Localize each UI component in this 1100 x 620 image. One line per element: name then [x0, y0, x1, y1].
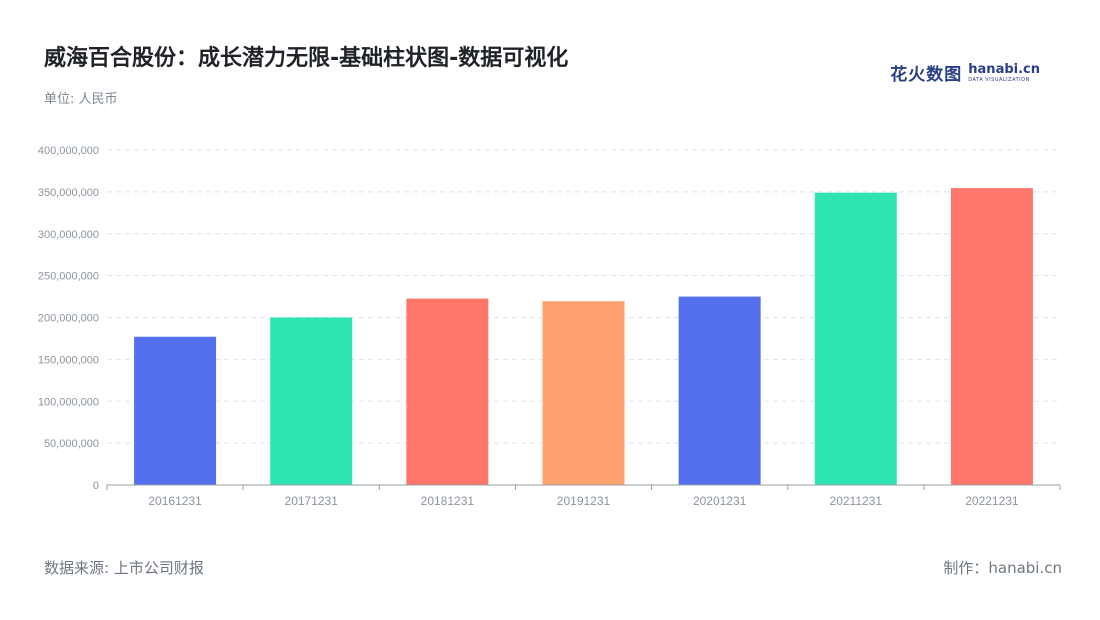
x-tick-label: 20211231 — [830, 494, 883, 508]
x-tick-label: 20191231 — [557, 494, 611, 508]
bar-20221231 — [950, 188, 1033, 485]
y-tick-label: 150,000,000 — [38, 354, 99, 366]
y-tick-label: 0 — [93, 480, 99, 492]
y-tick-label: 100,000,000 — [38, 396, 99, 408]
x-axis-ticks: 20161231 20171231 20181231 20191231 20201231… — [106, 485, 1061, 508]
x-tick-label: 20171231 — [285, 494, 339, 508]
y-tick-label: 200,000,000 — [38, 313, 99, 325]
y-axis-ticks: 0 50,000,000 100,000,000 150,000,000 200,000… — [38, 145, 99, 492]
credit-text: 制作：hanabi.cn — [943, 559, 1062, 577]
bar-20211231 — [814, 192, 897, 485]
x-tick-label: 20161231 — [148, 494, 202, 508]
bar-20201231 — [678, 296, 761, 485]
grid-lines — [107, 149, 1060, 444]
chart-title: 威海百合股份：成长潜力无限-基础柱状图-数据可视化 — [44, 46, 569, 71]
unit-label: 单位: 人民币 — [44, 92, 118, 107]
brand-logo-en-main: hanabi.cn — [968, 61, 1040, 77]
y-tick-label: 400,000,000 — [38, 145, 99, 157]
y-tick-label: 350,000,000 — [38, 187, 99, 199]
data-source: 数据来源: 上市公司财报 — [44, 559, 204, 577]
brand-logo-en: hanabi.cn DATA VISUALIZATION — [968, 63, 1040, 83]
brand-logo: 花火数图 hanabi.cn DATA VISUALIZATION — [890, 60, 1040, 86]
bar-20171231 — [270, 317, 353, 485]
y-tick-label: 50,000,000 — [44, 438, 99, 450]
y-tick-label: 250,000,000 — [38, 271, 99, 283]
bar-20181231 — [406, 298, 489, 485]
x-tick-label: 20181231 — [421, 494, 475, 508]
brand-logo-cn: 花火数图 — [890, 65, 963, 85]
bar-20161231 — [134, 336, 217, 485]
x-tick-label: 20221231 — [965, 494, 1019, 508]
bar-20191231 — [542, 301, 625, 485]
bars — [134, 188, 1033, 485]
y-tick-label: 300,000,000 — [38, 229, 99, 241]
brand-logo-en-sub: DATA VISUALIZATION — [968, 76, 1030, 83]
x-tick-label: 20201231 — [693, 494, 747, 508]
